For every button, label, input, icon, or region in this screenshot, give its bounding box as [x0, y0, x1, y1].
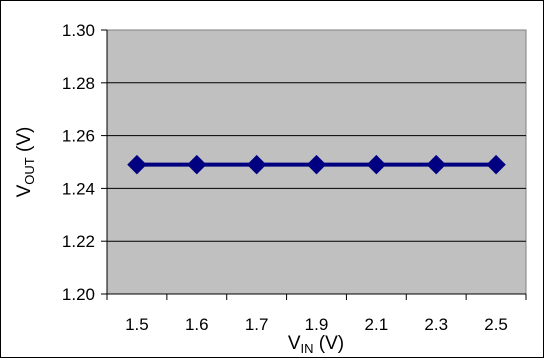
x-tick-label: 1.6	[185, 315, 209, 334]
data-point-marker	[127, 154, 147, 175]
y-tick-label: 1.22	[62, 232, 95, 251]
x-tick-label: 1.7	[245, 315, 269, 334]
axes	[101, 29, 527, 300]
x-axis-label: VIN (V)	[288, 333, 344, 356]
data-point-marker	[246, 154, 267, 175]
data-point-marker	[366, 154, 387, 175]
y-tick-label: 1.20	[62, 285, 95, 304]
data-point-marker	[426, 154, 446, 175]
data-point-marker	[486, 154, 506, 175]
series-layer	[127, 154, 506, 175]
x-tick-labels: 1.5 1.6 1.7 1.9 2.1 2.3 2.5	[125, 315, 508, 334]
x-tick-label: 1.5	[125, 315, 149, 334]
x-tick-label: 2.5	[484, 315, 508, 334]
y-tick-label: 1.30	[62, 21, 95, 40]
y-tick-label: 1.24	[62, 179, 95, 198]
y-tick-labels: 1.30 1.28 1.26 1.24 1.22 1.20	[62, 21, 95, 304]
data-point-marker	[187, 154, 207, 175]
data-point-marker	[306, 154, 327, 175]
x-tick-label: 2.1	[365, 315, 389, 334]
y-axis-label: VOUT (V)	[14, 127, 37, 198]
grid-lines	[107, 82, 526, 242]
x-tick-label: 1.9	[305, 315, 329, 334]
y-tick-label: 1.26	[62, 127, 95, 146]
x-tick-label: 2.3	[424, 315, 448, 334]
y-tick-label: 1.28	[62, 74, 95, 93]
